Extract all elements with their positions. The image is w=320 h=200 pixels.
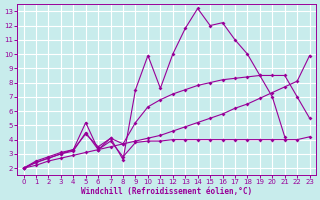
X-axis label: Windchill (Refroidissement éolien,°C): Windchill (Refroidissement éolien,°C) [81, 187, 252, 196]
